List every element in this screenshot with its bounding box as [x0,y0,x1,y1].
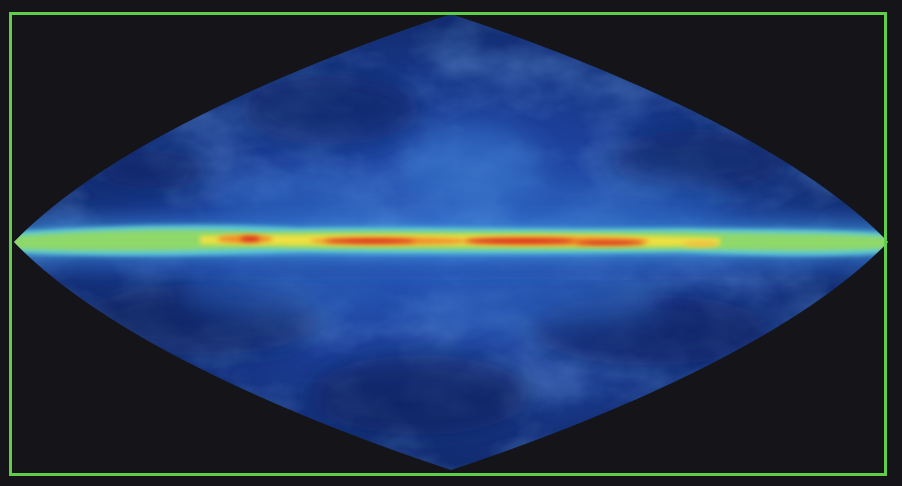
image-border [9,12,887,476]
